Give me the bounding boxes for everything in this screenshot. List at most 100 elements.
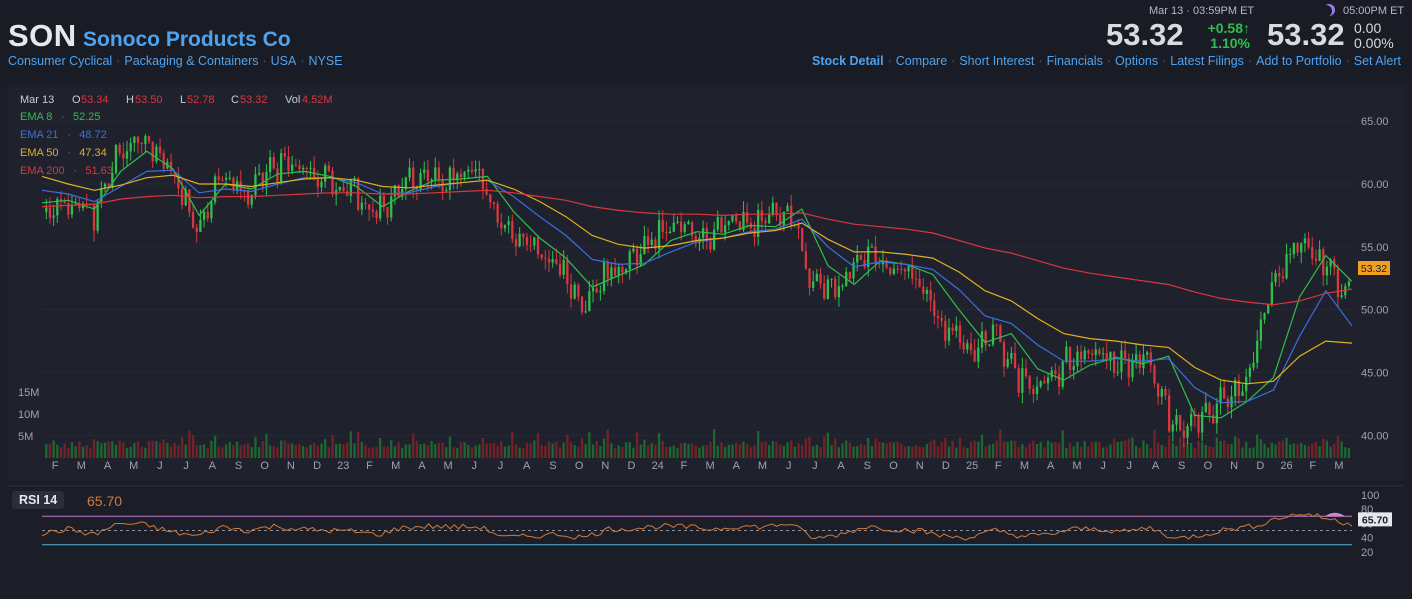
volume-bar (933, 439, 936, 458)
volume-bar (452, 447, 455, 458)
volume-bar (1156, 442, 1160, 458)
candle-body (768, 214, 771, 224)
time-tick-label: N (601, 460, 609, 472)
nav-add-to-portfolio[interactable]: Add to Portfolio (1256, 54, 1342, 68)
candle-body (349, 179, 352, 196)
category-link-exchange[interactable]: NYSE (308, 54, 343, 68)
candle-body (889, 267, 892, 275)
candle-body (944, 320, 947, 341)
candle-body (628, 251, 631, 270)
volume-bar (511, 431, 514, 458)
candle-body (1164, 388, 1167, 396)
nav-set-alert[interactable]: Set Alert (1353, 54, 1401, 68)
volume-bar (294, 444, 297, 458)
candle-body (1002, 342, 1006, 367)
volume-bar (892, 442, 896, 458)
volume-bar (507, 445, 510, 458)
volume-bar (430, 441, 433, 458)
candle-body (870, 246, 874, 248)
candle-body (841, 285, 844, 287)
candle-body (448, 167, 452, 190)
candle-body (1098, 349, 1101, 354)
nav-stock-detail[interactable]: Stock Detail (812, 54, 884, 68)
market-close-time: Mar 13 · 03:59PM ET (1149, 5, 1255, 17)
candle-body (184, 189, 187, 206)
nav-latest-filings[interactable]: Latest Filings (1170, 54, 1244, 68)
candle-body (375, 211, 378, 219)
volume-bar (646, 445, 650, 458)
time-tick-label: 24 (652, 460, 664, 472)
candle-body (1263, 313, 1266, 320)
volume-bar (533, 440, 536, 458)
volume-axis: 15M 10M 5M (18, 387, 39, 443)
company-name[interactable]: Sonoco Products Co (83, 28, 291, 51)
candle-body (584, 311, 587, 313)
volume-bar (144, 447, 147, 458)
candle-body (382, 195, 386, 207)
volume-bar (1145, 444, 1149, 458)
candle-body (1039, 381, 1042, 387)
volume-bar (1035, 443, 1039, 458)
candle-body (672, 222, 675, 232)
volume-bar (522, 448, 525, 458)
candle-body (907, 266, 910, 272)
category-link-country[interactable]: USA (270, 54, 297, 68)
rsi-label[interactable]: RSI 14 (12, 491, 65, 509)
volume-bar (1285, 437, 1288, 458)
rsi-value-tag-label: 65.70 (1362, 514, 1388, 526)
nav-options[interactable]: Options (1115, 54, 1159, 68)
candle-body (302, 167, 305, 170)
category-link-industry[interactable]: Packaging & Containers (124, 54, 259, 68)
volume-bar (1226, 444, 1229, 458)
volume-bar (602, 438, 606, 458)
volume-bar (448, 436, 452, 458)
nav-short-interest[interactable]: Short Interest (959, 54, 1035, 68)
volume-bar (45, 443, 48, 458)
volume-bar (1112, 438, 1116, 458)
volume-bar (1142, 440, 1145, 458)
volume-bar (566, 434, 569, 458)
volume-bar (1311, 443, 1314, 458)
candle-body (1256, 340, 1259, 363)
volume-bar (1046, 440, 1050, 458)
volume-bar (393, 446, 397, 458)
candle-body (716, 216, 719, 230)
candle-body (819, 273, 822, 284)
candle-body (1021, 368, 1024, 393)
nav-financials[interactable]: Financials (1046, 54, 1103, 68)
volume-bar (324, 439, 327, 458)
volume-bar (852, 446, 855, 458)
volume-bar (1032, 440, 1035, 458)
volume-bar (265, 433, 268, 458)
volume-bar (1230, 443, 1233, 458)
volume-bar (412, 433, 415, 458)
candle-body (969, 343, 973, 351)
volume-bar (478, 444, 481, 458)
category-link-sector[interactable]: Consumer Cyclical (8, 54, 113, 68)
time-tick-label: O (260, 460, 269, 472)
candle-body (782, 211, 785, 226)
candle-body (456, 173, 459, 181)
volume-bar (551, 443, 554, 458)
after-hours-price: 53.32 (1267, 17, 1345, 52)
candle-body (305, 167, 308, 169)
candle-body (1270, 282, 1274, 304)
volume-bar (489, 443, 492, 458)
candle-body (804, 251, 807, 269)
candle-body (918, 278, 921, 287)
time-tick-label: J (1127, 460, 1133, 472)
volume-bar (63, 443, 66, 458)
time-tick-label: J (183, 460, 189, 472)
volume-bar (955, 447, 958, 458)
nav-compare[interactable]: Compare (895, 54, 948, 68)
candle-body (419, 172, 422, 190)
time-tick-label: A (104, 460, 112, 472)
volume-bar (1340, 441, 1343, 458)
volume-bar (599, 445, 602, 458)
volume-bar (1013, 440, 1017, 458)
volume-bar (701, 445, 705, 458)
volume-bar (147, 441, 151, 458)
volume-bar (81, 447, 85, 458)
candle-body (103, 183, 107, 189)
